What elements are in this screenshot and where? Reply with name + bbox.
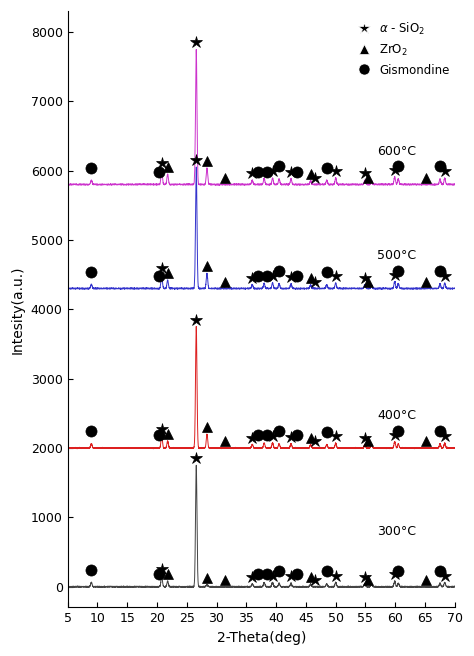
Text: 500°C: 500°C bbox=[377, 249, 417, 262]
Legend: $\alpha$ - SiO$_2$, ZrO$_2$, Gismondine: $\alpha$ - SiO$_2$, ZrO$_2$, Gismondine bbox=[348, 17, 453, 80]
X-axis label: 2-Theta(deg): 2-Theta(deg) bbox=[217, 631, 306, 645]
Y-axis label: Intesity(a.u.): Intesity(a.u.) bbox=[11, 265, 25, 354]
Text: 300°C: 300°C bbox=[377, 525, 417, 538]
Text: 400°C: 400°C bbox=[377, 409, 417, 422]
Text: 600°C: 600°C bbox=[377, 145, 417, 158]
